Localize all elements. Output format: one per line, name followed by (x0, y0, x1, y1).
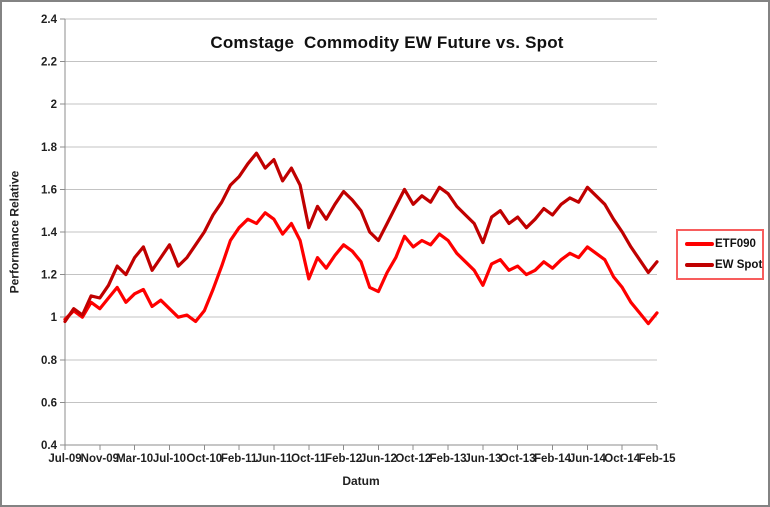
y-tick-label: 1.8 (41, 142, 58, 154)
series-line-etf090 (63, 211, 659, 326)
x-tick-label: Nov-09 (81, 453, 119, 465)
x-tick-label: Jun-12 (360, 453, 397, 465)
legend: ETF090 EW Spot (676, 229, 764, 280)
y-tick-label: 2.2 (41, 57, 57, 69)
x-tick-label: Feb-13 (430, 453, 467, 465)
y-tick-label: 2.4 (41, 14, 58, 26)
y-tick-label: 2 (51, 99, 57, 111)
legend-label-etf090: ETF090 (715, 238, 756, 251)
y-tick-label: 1.2 (41, 270, 57, 282)
legend-item-ewspot: EW Spot (685, 258, 763, 271)
x-tick-label: Feb-14 (534, 453, 572, 465)
x-tick-label: Feb-15 (638, 453, 676, 465)
x-tick-label: Jun-13 (464, 453, 501, 465)
y-tick-label: 1.4 (41, 227, 58, 239)
x-axis-title: Datum (342, 474, 380, 488)
y-tick-label: 1 (51, 312, 58, 324)
axes (60, 18, 658, 450)
chart-title: Comstage Commodity EW Future vs. Spot (210, 33, 564, 52)
y-tick-label: 0.4 (41, 440, 58, 452)
x-tick-label: Oct-12 (395, 453, 431, 465)
x-tick-label: Oct-11 (291, 453, 327, 465)
gridlines (65, 18, 657, 403)
y-tick-label: 0.8 (41, 355, 58, 367)
x-tick-label: Feb-12 (325, 453, 362, 465)
x-tick-label: Mar-10 (116, 453, 153, 465)
legend-item-etf090: ETF090 (685, 238, 760, 250)
x-tick-label: Jun-14 (569, 453, 607, 465)
x-tick-label: Jul-09 (48, 453, 81, 465)
legend-swatch-ewspot (685, 262, 714, 267)
x-tick-label: Oct-14 (604, 453, 640, 465)
x-tick-label: Oct-13 (500, 453, 536, 465)
x-tick-label: Oct-10 (186, 453, 222, 465)
data-series (63, 151, 659, 326)
x-tick-label: Feb-11 (221, 453, 258, 465)
y-tick-label: 1.6 (41, 184, 57, 196)
x-tick-label: Jun-11 (256, 453, 293, 465)
y-tick-label: 0.6 (41, 397, 57, 409)
x-tick-label: Jul-10 (153, 453, 186, 465)
legend-swatch-etf090 (685, 242, 714, 247)
legend-label-ewspot: EW Spot (715, 258, 763, 271)
series-line-ewspot (63, 151, 659, 324)
